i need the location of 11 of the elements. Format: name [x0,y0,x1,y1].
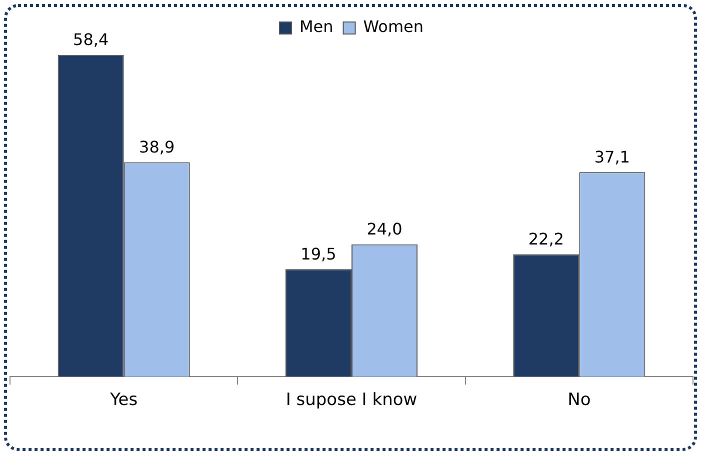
x-tick-label: Yes [109,390,138,410]
x-tick-label: No [568,390,591,410]
data-label: 37,1 [594,147,630,166]
legend-label: Men [299,17,334,36]
data-label: 58,4 [73,30,109,49]
legend-label: Women [363,17,424,36]
data-label: 24,0 [366,220,402,239]
data-label: 22,2 [528,229,564,248]
x-tick-label: I supose I know [286,390,418,410]
data-label: 38,9 [139,137,175,156]
data-label: 19,5 [300,244,336,264]
